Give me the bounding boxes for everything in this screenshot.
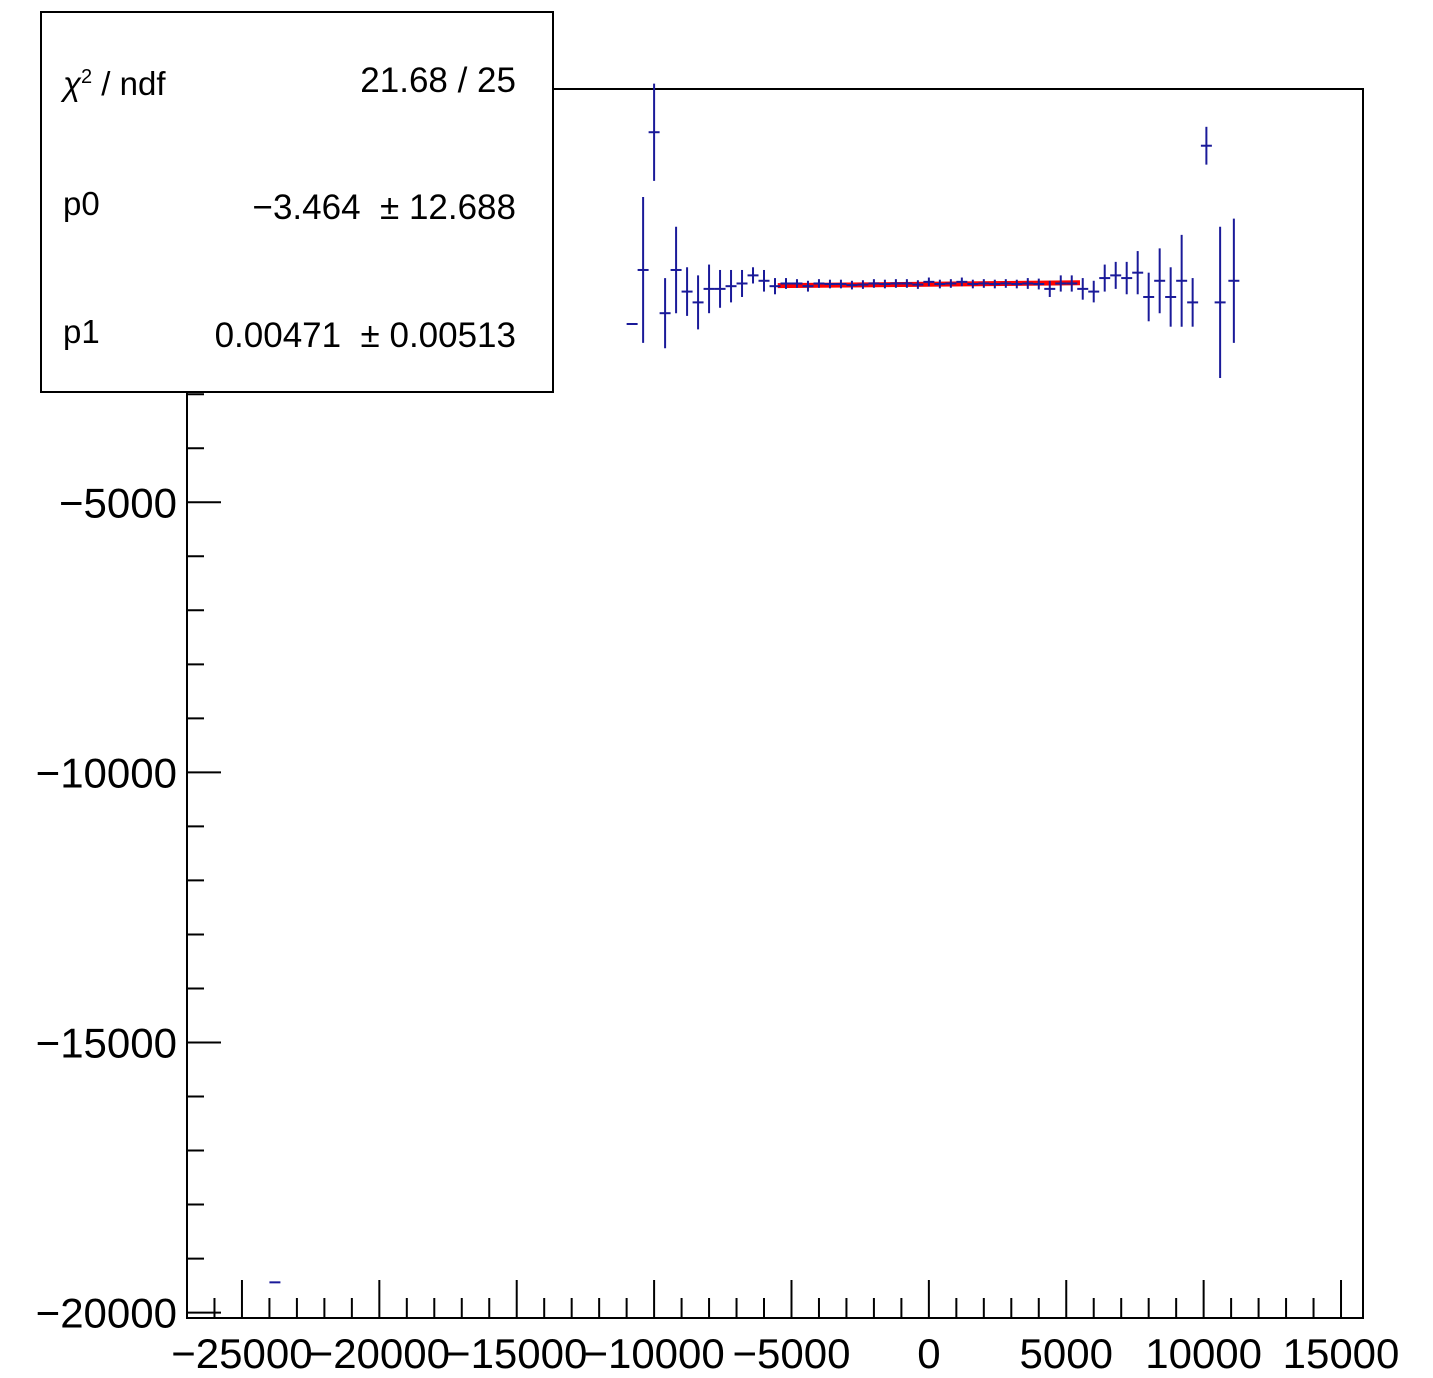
data-point xyxy=(692,275,704,330)
data-point xyxy=(1154,248,1166,314)
data-point xyxy=(659,278,671,349)
data-point xyxy=(967,279,979,289)
data-point xyxy=(901,279,913,288)
data-point xyxy=(769,278,781,295)
data-point xyxy=(1055,275,1067,292)
x-tick-label: −15000 xyxy=(446,1330,587,1377)
data-point xyxy=(923,277,935,287)
x-tick-label: −25000 xyxy=(171,1330,312,1377)
data-point xyxy=(1088,280,1100,303)
data-point xyxy=(1143,272,1155,322)
data-point xyxy=(1011,279,1023,289)
chi2-label: χ2 / ndf xyxy=(63,65,166,102)
y-tick-label: −5000 xyxy=(59,479,177,526)
data-point xyxy=(791,279,803,288)
data-point xyxy=(1200,126,1212,165)
data-point xyxy=(835,279,847,289)
y-tick-label: −20000 xyxy=(36,1290,177,1337)
x-tick-label: 15000 xyxy=(1283,1330,1400,1377)
data-point xyxy=(868,279,880,288)
data-point xyxy=(934,279,946,289)
data-point xyxy=(912,280,924,289)
p0-label: p0 xyxy=(63,185,100,222)
x-tick-label: 10000 xyxy=(1145,1330,1262,1377)
data-point xyxy=(703,264,715,314)
data-points-layer xyxy=(269,83,1240,1284)
data-point xyxy=(802,280,814,292)
x-tick-label: 5000 xyxy=(1020,1330,1113,1377)
data-point xyxy=(857,280,869,289)
p1-label: p1 xyxy=(63,313,100,350)
data-point xyxy=(736,269,748,297)
x-axis: −25000−20000−15000−10000 −5000 0 5000 10000 1… xyxy=(171,1280,1399,1377)
data-point xyxy=(813,279,825,288)
data-point xyxy=(1176,234,1188,327)
y-tick-label: −10000 xyxy=(36,749,177,796)
data-point xyxy=(956,277,968,287)
p0-value: −3.464 ± 12.688 xyxy=(252,188,516,227)
chi2-value: 21.68 / 25 xyxy=(360,61,516,100)
x-tick-label: −20000 xyxy=(309,1330,450,1377)
data-point xyxy=(1000,279,1012,288)
data-point xyxy=(747,267,759,284)
data-point xyxy=(780,278,792,289)
data-point xyxy=(846,280,858,290)
data-point xyxy=(1132,251,1144,295)
y-axis: −5000 −10000 −15000 −20000 xyxy=(36,123,221,1337)
data-point xyxy=(824,279,836,289)
data-point xyxy=(1066,275,1078,292)
plot-frame xyxy=(186,88,1364,1319)
data-point xyxy=(681,267,693,316)
data-point xyxy=(1187,278,1199,327)
data-point xyxy=(978,279,990,288)
data-point xyxy=(945,279,957,288)
data-point xyxy=(1033,278,1045,290)
x-tick-label: −5000 xyxy=(733,1330,851,1377)
data-point xyxy=(1228,218,1240,343)
fit-statistics-box: χ2 / ndf 21.68 / 25 p0 −3.464 ± 12.688 p… xyxy=(40,11,554,393)
p1-value: 0.00471 ± 0.00513 xyxy=(214,316,516,355)
data-point xyxy=(879,279,891,289)
data-point xyxy=(714,269,726,308)
data-point xyxy=(1214,226,1226,379)
data-point xyxy=(670,226,682,314)
data-point xyxy=(637,197,649,343)
data-point xyxy=(1110,261,1122,289)
data-point xyxy=(1044,280,1056,297)
data-point xyxy=(1077,278,1089,300)
data-point xyxy=(890,279,902,288)
data-point xyxy=(1165,267,1177,327)
data-point xyxy=(648,83,660,181)
data-point xyxy=(725,269,737,303)
data-point xyxy=(1099,264,1111,292)
data-point xyxy=(758,269,770,292)
x-tick-label: −10000 xyxy=(583,1330,724,1377)
data-point xyxy=(1121,261,1133,295)
y-tick-label: −15000 xyxy=(36,1019,177,1066)
data-point xyxy=(1022,278,1034,289)
data-point xyxy=(989,279,1001,289)
x-tick-label: 0 xyxy=(917,1330,940,1377)
